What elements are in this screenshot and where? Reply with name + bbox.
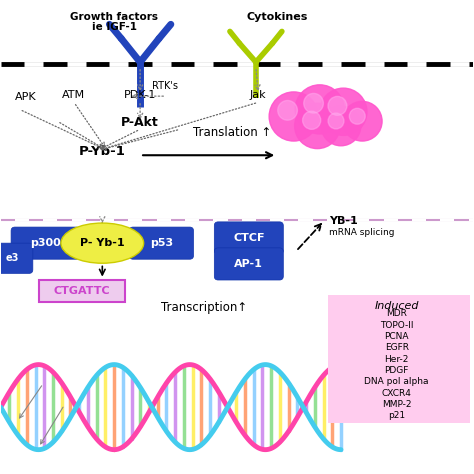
FancyBboxPatch shape: [11, 227, 80, 259]
FancyBboxPatch shape: [328, 295, 470, 423]
Text: CXCR4: CXCR4: [382, 389, 412, 398]
Text: mRNA splicing: mRNA splicing: [329, 228, 395, 237]
Text: APK: APK: [15, 92, 36, 102]
Text: e3: e3: [6, 253, 19, 263]
Circle shape: [269, 92, 318, 141]
Text: Cytokines: Cytokines: [246, 12, 308, 22]
Text: Growth factors: Growth factors: [70, 12, 158, 22]
Text: Induced: Induced: [374, 301, 419, 311]
Text: MMP-2: MMP-2: [382, 400, 411, 409]
Circle shape: [295, 103, 340, 149]
Text: PCNA: PCNA: [384, 332, 409, 341]
Text: Translation ↑: Translation ↑: [193, 127, 272, 139]
Text: YB-1: YB-1: [329, 216, 358, 226]
Text: Her-2: Her-2: [384, 355, 409, 364]
Text: p21: p21: [388, 411, 405, 420]
Text: P-Yb-1: P-Yb-1: [79, 145, 126, 158]
Ellipse shape: [61, 223, 144, 263]
Text: AP-1: AP-1: [234, 259, 263, 269]
Circle shape: [321, 106, 361, 146]
FancyBboxPatch shape: [0, 243, 33, 273]
Circle shape: [349, 108, 365, 124]
Text: PDGF: PDGF: [384, 366, 409, 375]
Text: p300: p300: [30, 238, 61, 248]
Text: DNA pol alpha: DNA pol alpha: [365, 377, 429, 386]
Text: CTGATTC: CTGATTC: [54, 286, 110, 296]
FancyBboxPatch shape: [214, 248, 283, 280]
Text: P-Akt: P-Akt: [121, 116, 159, 129]
Circle shape: [328, 96, 347, 115]
Text: CTCF: CTCF: [233, 233, 264, 243]
Text: p53: p53: [150, 238, 173, 248]
Text: MDR: MDR: [386, 310, 407, 319]
Text: P- Yb-1: P- Yb-1: [80, 238, 125, 248]
Text: RTK's: RTK's: [152, 81, 178, 91]
Text: EGFR: EGFR: [385, 343, 409, 352]
Text: PDK-1: PDK-1: [124, 90, 156, 100]
Circle shape: [302, 111, 321, 129]
FancyBboxPatch shape: [129, 227, 193, 259]
Text: ATM: ATM: [63, 90, 85, 100]
Circle shape: [342, 101, 382, 141]
Circle shape: [304, 93, 323, 113]
Circle shape: [328, 113, 344, 129]
Circle shape: [319, 88, 367, 136]
Text: Transcription↑: Transcription↑: [161, 301, 247, 314]
Circle shape: [278, 100, 297, 120]
FancyBboxPatch shape: [39, 280, 125, 302]
Text: TOPO-II: TOPO-II: [380, 320, 413, 329]
Text: ie IGF-1: ie IGF-1: [91, 22, 137, 32]
Text: Jak: Jak: [250, 90, 266, 100]
Circle shape: [295, 85, 344, 134]
FancyBboxPatch shape: [214, 222, 283, 254]
